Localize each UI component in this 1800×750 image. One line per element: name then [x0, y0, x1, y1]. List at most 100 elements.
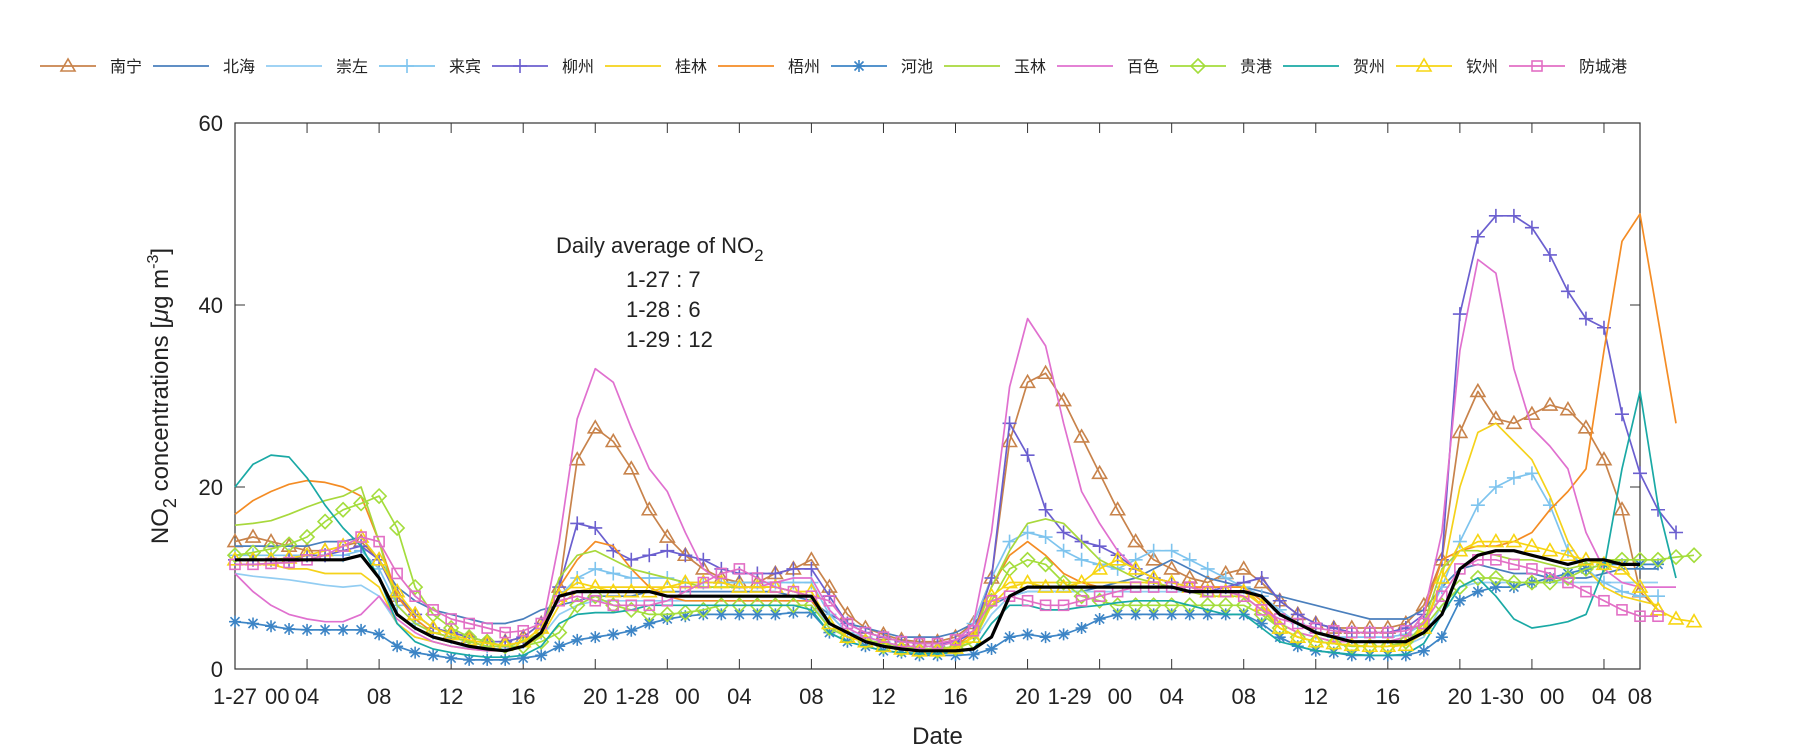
data-point [499, 626, 511, 639]
data-point [1020, 448, 1035, 463]
data-point [589, 594, 602, 607]
data-point [1183, 608, 1196, 621]
data-point [1145, 569, 1163, 584]
data-point [1559, 401, 1577, 416]
data-point [298, 528, 316, 546]
legend-item: 南宁 [40, 57, 142, 76]
series-line [235, 536, 1658, 645]
data-point [1451, 542, 1469, 557]
data-point [1021, 628, 1034, 641]
data-point [1037, 556, 1054, 573]
data-point [1343, 636, 1361, 652]
data-point [1361, 638, 1378, 655]
annotation-line: 1-27 : 7 [626, 267, 701, 292]
data-point [659, 606, 676, 623]
data-point [769, 581, 782, 593]
data-point [337, 540, 349, 552]
data-point [1616, 604, 1628, 616]
data-point [1469, 569, 1487, 587]
data-point [1524, 220, 1539, 235]
data-point [337, 623, 350, 636]
x-tick-label: 16 [1376, 684, 1400, 709]
data-point [786, 561, 801, 576]
data-point [625, 624, 638, 637]
data-point [1055, 574, 1072, 591]
data-point [229, 615, 241, 628]
data-point [1165, 608, 1178, 621]
data-point [1092, 539, 1107, 554]
data-point [715, 567, 728, 580]
data-point [1364, 626, 1376, 639]
data-point [712, 573, 730, 589]
data-point [1181, 597, 1198, 614]
annotation-line: 1-29 : 12 [626, 327, 713, 352]
series-line [235, 536, 1695, 652]
data-point [1325, 635, 1342, 652]
data-point [859, 626, 872, 639]
data-point [1057, 628, 1070, 641]
data-point [1379, 638, 1396, 655]
data-point [1056, 525, 1071, 540]
data-point [640, 501, 658, 516]
legend-item: 柳州 [492, 58, 594, 76]
x-tick-label: 08 [799, 684, 823, 709]
data-point [1020, 525, 1035, 540]
data-point [1038, 502, 1053, 517]
data-point [1235, 597, 1252, 614]
data-point [676, 573, 694, 589]
legend-item: 防城港 [1509, 58, 1627, 76]
data-point [1147, 608, 1160, 621]
data-point [1544, 567, 1556, 580]
data-point [1127, 533, 1145, 548]
data-point [1182, 552, 1197, 567]
data-point [733, 563, 746, 575]
x-tick-label: 12 [871, 684, 895, 709]
data-point [586, 419, 604, 434]
data-point [301, 623, 314, 636]
y-axis-title: NO2 concentrations [μg m-3] [145, 248, 180, 544]
data-point [517, 652, 530, 665]
data-point [1201, 608, 1214, 621]
legend-item: 玉林 [944, 58, 1046, 76]
annotation-title-sub: 2 [754, 246, 763, 265]
data-point [587, 588, 604, 605]
data-point [1255, 617, 1268, 630]
data-point [1145, 597, 1162, 614]
data-point [1559, 546, 1577, 562]
data-point [658, 578, 676, 593]
data-point [1109, 501, 1127, 516]
data-point [481, 622, 493, 634]
data-point [1561, 567, 1574, 580]
data-point [1021, 594, 1034, 607]
x-tick-label: 08 [1231, 684, 1255, 709]
data-point [1055, 391, 1072, 407]
data-point [1433, 569, 1451, 584]
x-tick-label: 20 [583, 684, 607, 709]
data-point [427, 649, 440, 662]
legend-item: 钦州 [1396, 57, 1498, 76]
data-point [1163, 597, 1180, 614]
data-point [643, 617, 656, 630]
data-point [767, 597, 784, 614]
series-line [235, 549, 1640, 653]
x-tick-label: 00 [1540, 684, 1564, 709]
data-point [1399, 649, 1412, 662]
data-point [768, 566, 783, 581]
legend-item: 百色 [1057, 58, 1159, 76]
legend-label: 柳州 [562, 58, 594, 76]
series-钦州 [226, 528, 1703, 657]
daily-average-annotation: Daily average of NO2 1-27 : 7 1-28 : 6 1… [556, 233, 764, 352]
data-point [751, 572, 764, 584]
legend-label: 百色 [1127, 58, 1159, 76]
data-point [1578, 311, 1593, 326]
data-point [1453, 594, 1466, 607]
data-point [1019, 373, 1036, 389]
data-point [1199, 597, 1216, 614]
data-point [1652, 610, 1664, 623]
data-point [1633, 466, 1647, 481]
legend-item: 河池 [831, 58, 933, 76]
legend-item: 崇左 [266, 58, 368, 76]
data-point [1598, 594, 1610, 607]
data-point [1291, 617, 1304, 630]
data-point [1109, 551, 1127, 566]
